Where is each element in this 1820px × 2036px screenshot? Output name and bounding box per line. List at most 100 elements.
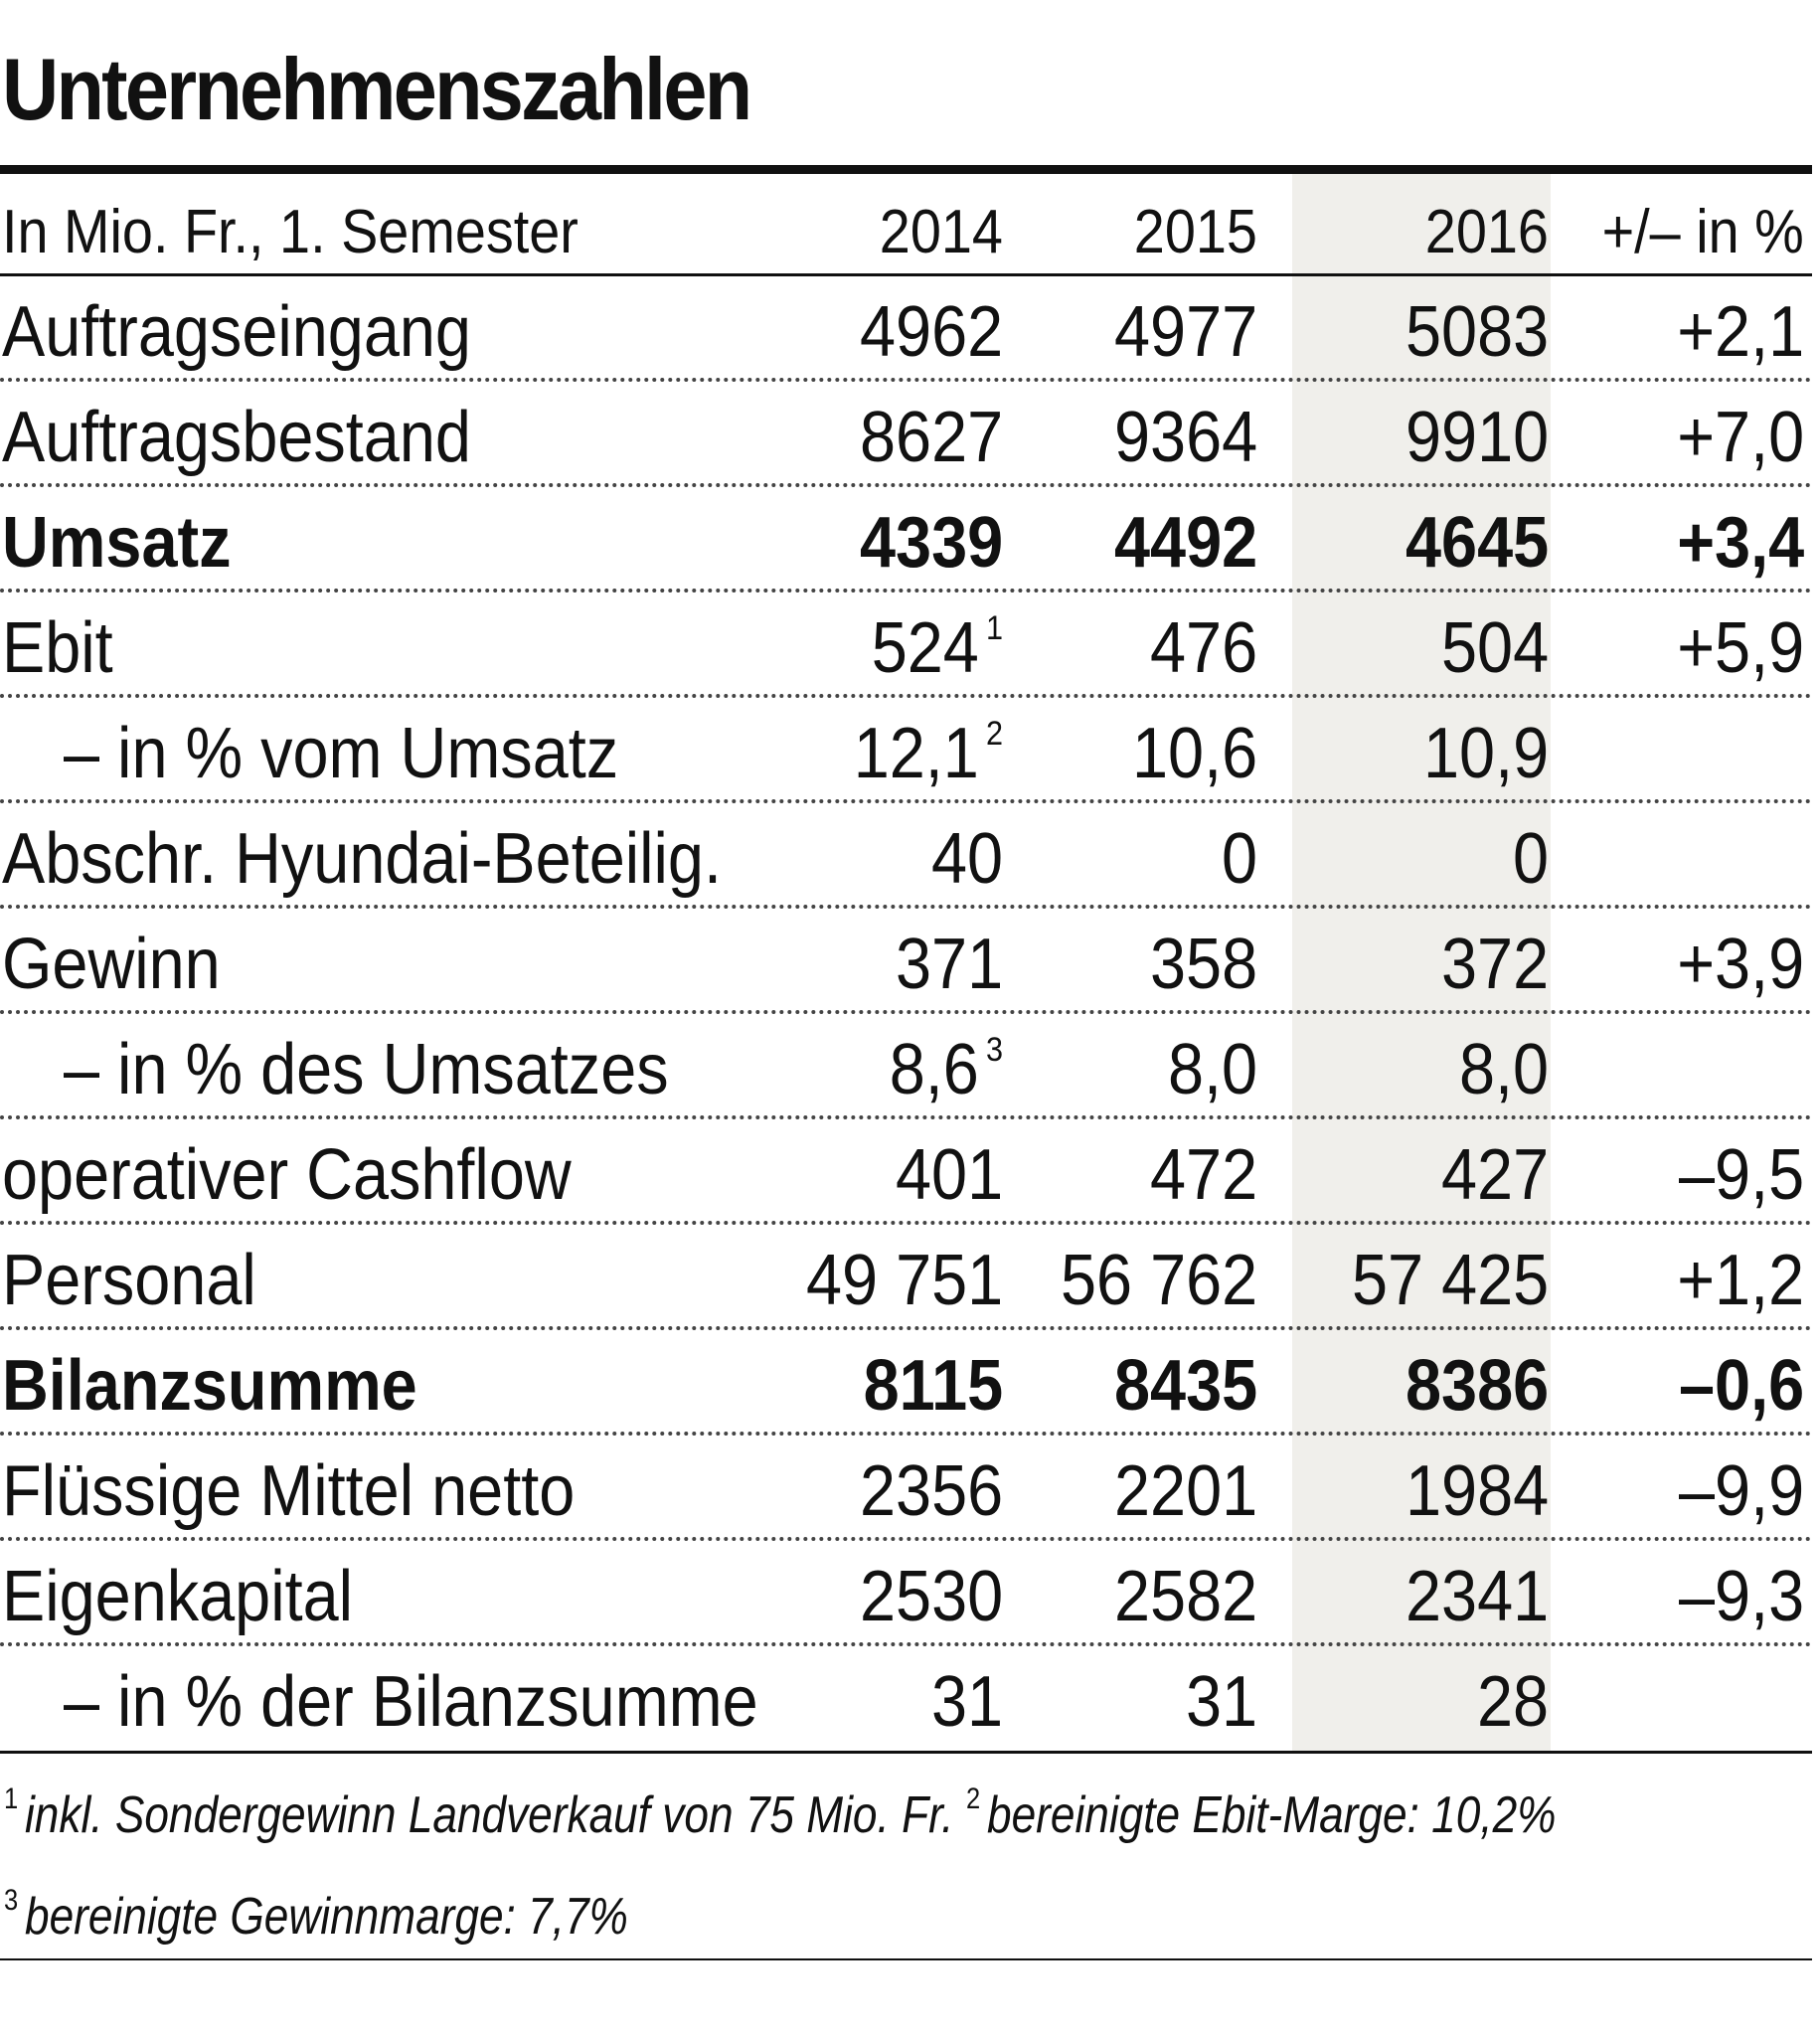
row-label: Personal	[2, 1241, 256, 1320]
table-row: Umsatz 4339 4492 4645 +3,4	[0, 487, 1812, 593]
value-change: +3,4	[1677, 503, 1804, 583]
value-2014: 2530	[859, 1557, 1003, 1636]
header-label: In Mio. Fr., 1. Semester	[2, 198, 579, 266]
value-change: –0,6	[1678, 1346, 1804, 1426]
value-2014: 31	[930, 1662, 1003, 1742]
footnote-mark: 2	[966, 1782, 981, 1815]
table-row: Abschr. Hyundai-Beteilig. 40 0 0	[0, 803, 1812, 909]
row-label: Abschr. Hyundai-Beteilig.	[2, 819, 722, 899]
value-2015: 9364	[1113, 398, 1257, 477]
value-2016: 2341	[1405, 1557, 1549, 1636]
value-2016: 28	[1476, 1662, 1549, 1742]
value-2014: 4339	[859, 503, 1003, 583]
table-body: Auftragseingang 4962 4977 5083 +2,1 Auft…	[0, 276, 1812, 1752]
table-row: Auftragseingang 4962 4977 5083 +2,1	[0, 276, 1812, 382]
value-2015: 476	[1149, 608, 1257, 688]
value-2015: 10,6	[1131, 714, 1257, 793]
value-2015: 31	[1185, 1662, 1257, 1742]
value-change: +1,2	[1677, 1241, 1804, 1320]
value-change: +5,9	[1677, 608, 1804, 688]
footnote-text: bereinigte Ebit-Marge: 10,2%	[986, 1786, 1557, 1844]
table-row: Bilanzsumme 8115 8435 8386 –0,6	[0, 1330, 1812, 1436]
value-2016: 427	[1440, 1135, 1549, 1215]
value-2016: 57 425	[1351, 1241, 1549, 1320]
value-2016: 0	[1512, 819, 1549, 899]
value-2016: 9910	[1405, 398, 1549, 477]
value-2016: 10,9	[1422, 714, 1549, 793]
row-label: Flüssige Mittel netto	[2, 1451, 576, 1531]
value-change: –9,5	[1678, 1135, 1804, 1215]
value-2014: 8,6 3	[889, 1030, 1003, 1109]
footnote-3: 3 bereinigte Gewinnmarge: 7,7%	[4, 1885, 628, 1946]
header-change: +/– in %	[1601, 198, 1804, 266]
row-label: – in % vom Umsatz	[64, 714, 619, 793]
footnote-2: 2 bereinigte Ebit-Marge: 10,2%	[966, 1783, 1557, 1844]
table-row: Flüssige Mittel netto 2356 2201 1984 –9,…	[0, 1436, 1812, 1541]
value-change: –9,9	[1678, 1451, 1804, 1531]
table-row: Eigenkapital 2530 2582 2341 –9,3	[0, 1541, 1812, 1646]
value-2016: 1984	[1405, 1451, 1549, 1531]
value-2016: 8,0	[1458, 1030, 1549, 1109]
value-2014: 40	[930, 819, 1003, 899]
footer-rule	[0, 1751, 1812, 1754]
bottom-rule	[0, 1958, 1812, 1960]
value-2015: 358	[1149, 925, 1257, 1004]
table-row: Personal 49 751 56 762 57 425 +1,2	[0, 1225, 1812, 1330]
value-2016: 4645	[1405, 503, 1549, 583]
value-2015: 8435	[1113, 1346, 1257, 1426]
value-2014: 12,1 2	[853, 714, 1003, 793]
row-label: – in % der Bilanzsumme	[64, 1662, 758, 1742]
table-header: In Mio. Fr., 1. Semester 2014 2015 2016 …	[0, 174, 1812, 276]
row-label: Ebit	[2, 608, 113, 688]
table-row: Gewinn 371 358 372 +3,9	[0, 909, 1812, 1014]
table-row: – in % des Umsatzes 8,6 3 8,0 8,0	[0, 1014, 1812, 1119]
value-2014: 4962	[859, 292, 1003, 372]
value-2015: 472	[1149, 1135, 1257, 1215]
value-2016: 8386	[1405, 1346, 1549, 1426]
footnote-marker: 2	[985, 715, 1003, 753]
value-change: +2,1	[1677, 292, 1804, 372]
top-rule	[0, 165, 1812, 174]
row-label: Auftragseingang	[2, 292, 471, 372]
table-row: operativer Cashflow 401 472 427 –9,5	[0, 1119, 1812, 1225]
value-2014: 8627	[859, 398, 1003, 477]
value-2014: 524 1	[871, 608, 1003, 688]
value-2015: 2582	[1113, 1557, 1257, 1636]
table-row: – in % der Bilanzsumme 31 31 28	[0, 1646, 1812, 1752]
value-change: +3,9	[1677, 925, 1804, 1004]
header-2014: 2014	[879, 198, 1003, 266]
value-2016: 5083	[1405, 292, 1549, 372]
value-2014: 49 751	[805, 1241, 1003, 1320]
value-change: +7,0	[1677, 398, 1804, 477]
row-label: Umsatz	[2, 503, 232, 583]
table-row: Auftragsbestand 8627 9364 9910 +7,0	[0, 382, 1812, 487]
value-2015: 0	[1221, 819, 1257, 899]
value-2014: 2356	[859, 1451, 1003, 1531]
row-label: Bilanzsumme	[2, 1346, 417, 1426]
footnote-marker: 1	[985, 609, 1003, 647]
table-row: Ebit 524 1 476 504 +5,9	[0, 593, 1812, 698]
footnote-1: 1 inkl. Sondergewinn Landverkauf von 75 M…	[4, 1783, 953, 1841]
value-2016: 504	[1440, 608, 1549, 688]
row-label: Auftragsbestand	[2, 398, 471, 477]
row-label: Gewinn	[2, 925, 221, 1004]
highlight-column-2016	[1292, 174, 1551, 1751]
row-label: – in % des Umsatzes	[64, 1030, 669, 1109]
value-2014: 8115	[863, 1346, 1003, 1426]
value-2015: 56 762	[1060, 1241, 1257, 1320]
row-label: operativer Cashflow	[2, 1135, 572, 1215]
row-label: Eigenkapital	[2, 1557, 354, 1636]
footnote-mark: 1	[4, 1782, 19, 1815]
value-2015: 2201	[1113, 1451, 1257, 1531]
header-2016: 2016	[1424, 198, 1549, 266]
header-2015: 2015	[1133, 198, 1257, 266]
footnote-mark: 3	[4, 1883, 19, 1917]
table-row: – in % vom Umsatz 12,1 2 10,6 10,9	[0, 698, 1812, 803]
value-2016: 372	[1440, 925, 1549, 1004]
value-2015: 4492	[1113, 503, 1257, 583]
value-2014: 371	[895, 925, 1003, 1004]
page-title: Unternehmenszahlen	[2, 40, 752, 138]
value-2015: 8,0	[1167, 1030, 1257, 1109]
footnote-text: bereinigte Gewinnmarge: 7,7%	[24, 1888, 628, 1946]
